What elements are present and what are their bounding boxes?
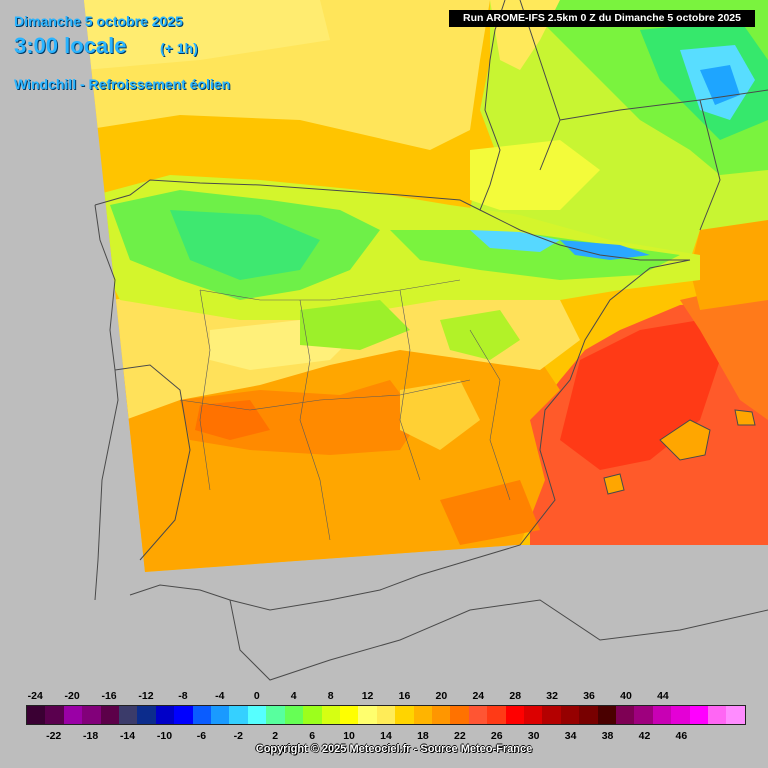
legend-tick-label: 10 <box>343 730 355 742</box>
legend-swatch <box>82 706 101 724</box>
legend-swatch <box>229 706 248 724</box>
legend-tick-label: -16 <box>101 690 117 702</box>
legend-swatch <box>431 706 451 724</box>
run-info-banner: Run AROME-IFS 2.5km 0 Z du Dimanche 5 oc… <box>449 10 755 27</box>
model-domain <box>84 0 768 572</box>
map-date: Dimanche 5 octobre 2025 <box>14 13 183 29</box>
legend-swatch <box>505 706 524 724</box>
legend-tick-label: 30 <box>527 730 540 742</box>
legend-tick-label: -20 <box>64 690 80 702</box>
legend-tick-label: 42 <box>638 730 651 742</box>
legend-swatch <box>487 706 506 724</box>
legend-tick-label: 4 <box>290 690 297 702</box>
legend-tick-label: 38 <box>601 730 614 742</box>
legend-tick-label: -22 <box>46 730 62 742</box>
legend-tick-label: 32 <box>546 690 558 702</box>
map-parameter: Windchill - Refroissement éolien <box>14 76 231 92</box>
legend-tick-label: 12 <box>361 690 374 702</box>
legend-tick-label: 18 <box>417 730 429 742</box>
legend-swatch <box>395 706 414 724</box>
legend-tick-label: 20 <box>435 690 448 702</box>
legend-swatch <box>174 706 193 724</box>
legend-swatch <box>358 706 377 724</box>
legend-swatch <box>247 706 267 724</box>
legend-swatch <box>597 706 616 724</box>
legend-swatch <box>616 706 635 724</box>
legend-tick-label: 22 <box>454 730 466 742</box>
legend-tick-label: 8 <box>327 690 334 702</box>
legend-tick-label: 16 <box>398 690 411 702</box>
color-scale-legend <box>26 705 746 725</box>
legend-tick-label: -4 <box>215 690 225 702</box>
region-borders <box>179 279 511 541</box>
legend-swatch <box>211 706 230 724</box>
legend-swatch <box>266 706 285 724</box>
legend-tick-label: 26 <box>490 730 503 742</box>
legend-swatch <box>579 706 598 724</box>
coastlines <box>94 0 768 681</box>
legend-swatch <box>303 706 322 724</box>
legend-swatch <box>100 706 120 724</box>
legend-swatch <box>689 706 709 724</box>
legend-tick-label: 6 <box>309 730 316 742</box>
legend-swatch <box>284 706 304 724</box>
legend-swatch <box>45 706 64 724</box>
copyright-notice: Copyright © 2025 Meteociel.fr - Source M… <box>255 743 533 755</box>
legend-swatch <box>523 706 543 724</box>
legend-swatch <box>155 706 175 724</box>
legend-tick-label: 44 <box>657 690 669 702</box>
legend-tick-label: -24 <box>27 690 43 702</box>
legend-tick-label: -8 <box>178 690 188 702</box>
legend-tick-label: 36 <box>583 690 595 702</box>
legend-swatch <box>321 706 340 724</box>
map-time: 3:00 locale <box>14 33 127 58</box>
legend-tick-label: 14 <box>380 730 392 742</box>
legend-swatch <box>119 706 138 724</box>
legend-swatch <box>192 706 212 724</box>
legend-swatch <box>27 706 46 724</box>
legend-tick-label: 40 <box>620 690 632 702</box>
legend-tick-label: 28 <box>509 690 522 702</box>
legend-swatch <box>137 706 156 724</box>
legend-swatch <box>560 706 580 724</box>
legend-tick-label: 34 <box>564 730 577 742</box>
legend-swatch <box>339 706 359 724</box>
legend-tick-label: -12 <box>138 690 154 702</box>
legend-tick-label: 46 <box>675 730 688 742</box>
legend-tick-label: -14 <box>119 730 136 742</box>
legend-tick-label: 2 <box>272 730 279 742</box>
legend-tick-label: 0 <box>253 690 260 702</box>
legend-tick-label: -10 <box>156 730 173 742</box>
legend-swatch <box>652 706 672 724</box>
legend-swatch <box>450 706 469 724</box>
legend-swatch <box>726 706 745 724</box>
legend-swatch <box>708 706 727 724</box>
legend-tick-label: -6 <box>196 730 207 742</box>
legend-swatch <box>671 706 690 724</box>
legend-swatch <box>542 706 561 724</box>
legend-tick-label: -2 <box>233 730 243 742</box>
legend-tick-label: -18 <box>83 730 99 742</box>
legend-swatch <box>413 706 432 724</box>
time-offset: (+ 1h) <box>160 40 198 56</box>
legend-swatch <box>63 706 83 724</box>
legend-swatch <box>634 706 653 724</box>
legend-tick-label: 24 <box>472 690 485 702</box>
legend-swatch <box>376 706 396 724</box>
legend-swatch <box>468 706 488 724</box>
